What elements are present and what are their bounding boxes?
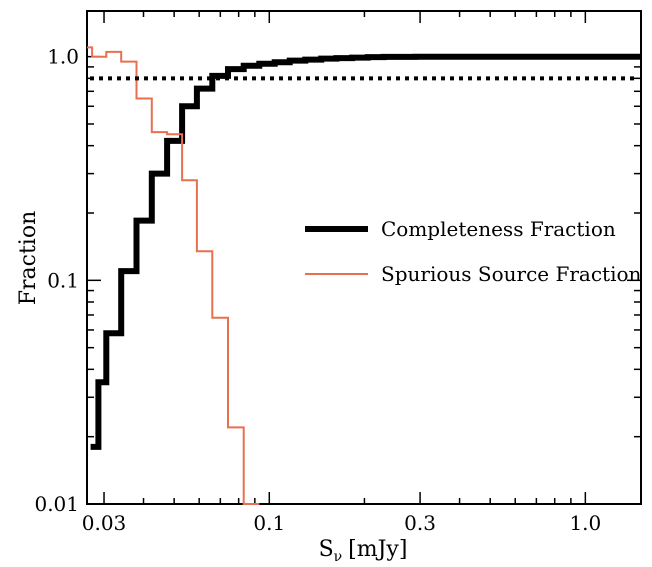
x-tick-label: 1.0: [569, 511, 601, 535]
x-axis-title-subscript: ν: [334, 549, 343, 565]
legend-label-completeness: Completeness Fraction: [381, 217, 616, 241]
y-tick-label: 1.0: [47, 45, 79, 69]
y-tick-label: 0.1: [47, 268, 79, 292]
spurious-step-line: [87, 46, 260, 505]
axis-ticks: 0.03 0.1 0.3 1.0 0.01 0.1 1.0: [34, 11, 641, 535]
x-tick-label: 0.1: [253, 511, 285, 535]
completeness-step-line: [90, 53, 641, 450]
legend-label-spurious: Spurious Source Fraction: [381, 262, 642, 286]
x-tick-label: 0.03: [82, 511, 127, 535]
legend: Completeness Fraction Spurious Source Fr…: [305, 217, 642, 286]
series-layer: [87, 46, 641, 505]
y-axis-title: Fraction: [16, 211, 41, 306]
y-tick-label: 0.01: [34, 492, 79, 516]
x-axis-title-main: S: [319, 537, 334, 562]
plot-frame: [86, 10, 642, 505]
x-axis-title-unit: [mJy]: [348, 537, 407, 562]
x-axis-title: Sν [mJy]: [319, 537, 408, 565]
x-tick-label: 0.3: [404, 511, 436, 535]
